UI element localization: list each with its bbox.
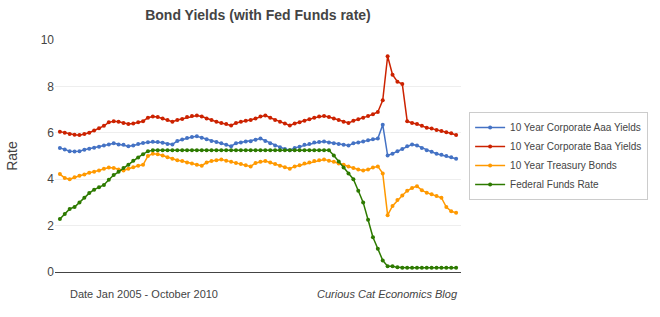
svg-text:Bond Yields (with Fed Funds ra: Bond Yields (with Fed Funds rate) — [145, 7, 371, 23]
svg-text:10 Year Treasury Bonds: 10 Year Treasury Bonds — [510, 160, 617, 171]
svg-text:10 Year Corporate Aaa Yields: 10 Year Corporate Aaa Yields — [510, 122, 641, 133]
svg-text:10: 10 — [41, 33, 55, 47]
svg-text:4: 4 — [47, 172, 54, 186]
svg-text:Federal Funds Rate: Federal Funds Rate — [510, 179, 599, 190]
svg-text:2: 2 — [47, 219, 54, 233]
svg-text:10 Year Corporate Baa Yields: 10 Year Corporate Baa Yields — [510, 141, 641, 152]
svg-text:8: 8 — [47, 80, 54, 94]
svg-text:Date Jan 2005 - October 2010: Date Jan 2005 - October 2010 — [70, 288, 218, 300]
svg-text:Rate: Rate — [4, 141, 20, 171]
svg-text:6: 6 — [47, 126, 54, 140]
svg-text:Curious Cat Economics Blog: Curious Cat Economics Blog — [317, 288, 458, 300]
svg-text:0: 0 — [47, 265, 54, 279]
